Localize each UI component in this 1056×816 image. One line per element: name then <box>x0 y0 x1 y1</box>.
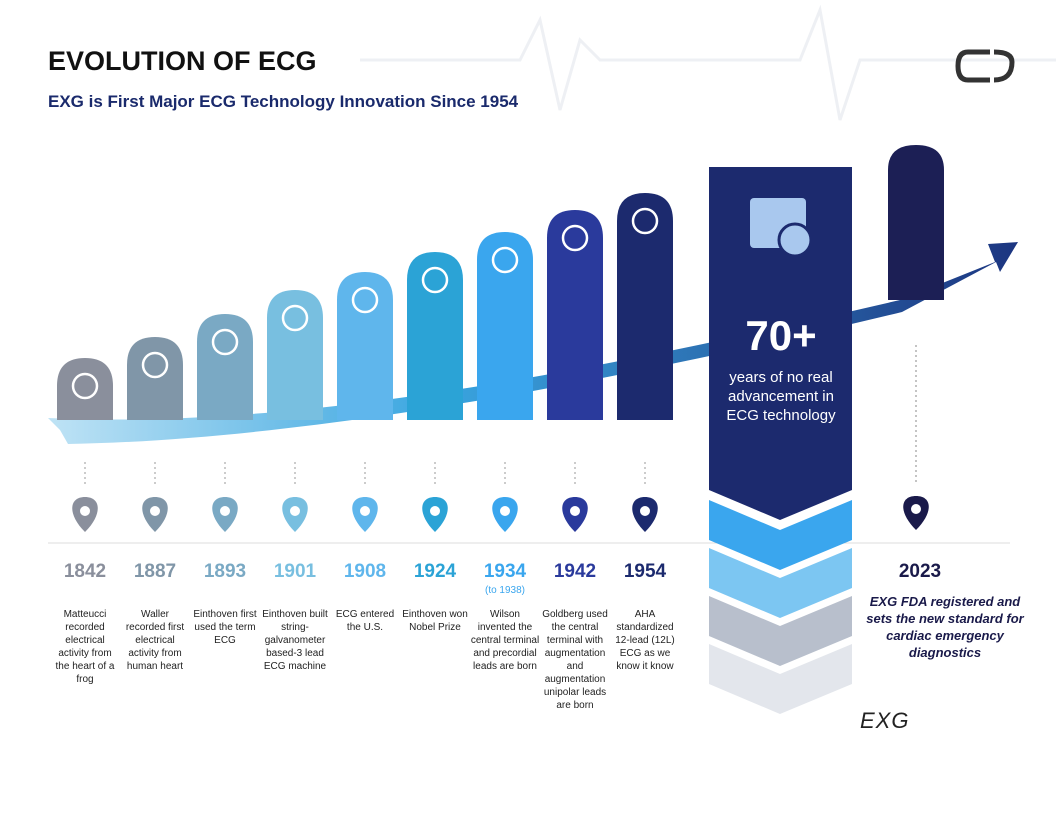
year: 1887 <box>133 561 177 582</box>
pin-dot <box>150 506 160 516</box>
description: Waller recorded first electrical activit… <box>125 609 185 672</box>
description: Einthoven built string-galvanometer base… <box>262 609 328 672</box>
icon <box>631 207 659 235</box>
pin-dot <box>80 506 90 516</box>
gap-panel <box>709 167 852 520</box>
description: ECG entered the U.S. <box>335 609 395 633</box>
tab <box>127 337 183 420</box>
tab <box>197 314 253 420</box>
chevron <box>709 644 852 714</box>
chevron <box>709 596 852 666</box>
description: Einthoven won Nobel Prize <box>402 609 468 633</box>
chevron <box>709 548 852 618</box>
gap-value: 70+ <box>745 312 817 359</box>
tab <box>477 232 533 420</box>
arrow <box>48 242 1018 444</box>
pin-dot <box>640 506 650 516</box>
icon <box>141 351 169 379</box>
latest-tab <box>888 145 944 300</box>
icon <box>491 246 519 274</box>
description: Matteucci recorded electrical activity f… <box>55 609 115 685</box>
icon <box>561 224 589 252</box>
tab <box>337 272 393 420</box>
tab <box>267 290 323 420</box>
chevron <box>709 500 852 570</box>
pin-dot <box>360 506 370 516</box>
title: EVOLUTION OF ECG <box>48 46 317 76</box>
icon <box>211 328 239 356</box>
year: 1934 <box>483 561 527 582</box>
note: (to 1938) <box>484 585 526 596</box>
product-logo: EXG <box>860 708 910 733</box>
tab <box>547 210 603 420</box>
pin-dot <box>911 504 921 514</box>
pin-dot <box>500 506 510 516</box>
icon <box>281 304 309 332</box>
year: 1924 <box>413 561 457 582</box>
year: 2023 <box>898 561 942 582</box>
clock-icon <box>777 222 813 258</box>
description: EXG FDA registered and sets the new stan… <box>866 594 1024 660</box>
subtitle: EXG is First Major ECG Technology Innova… <box>48 92 519 111</box>
tab <box>57 358 113 420</box>
description: Wilson invented the central terminal and… <box>470 609 540 672</box>
year: 1942 <box>553 561 597 582</box>
icon <box>71 372 99 400</box>
year: 1908 <box>343 561 387 582</box>
year: 1842 <box>63 561 107 582</box>
description: Goldberg used the central terminal with … <box>542 609 608 711</box>
year: 1901 <box>273 561 317 582</box>
icon <box>351 286 379 314</box>
tab <box>617 193 673 420</box>
description: Einthoven first used the term ECG <box>193 609 257 646</box>
ecg-wave <box>360 4 1056 121</box>
year: 1954 <box>623 561 667 582</box>
pin-dot <box>570 506 580 516</box>
tab <box>407 252 463 420</box>
gap-text: years of no real advancement in ECG tech… <box>726 369 836 424</box>
logo <box>955 49 1015 83</box>
pin-dot <box>220 506 230 516</box>
pin-dot <box>290 506 300 516</box>
description: AHA standardized 12-lead (12L) ECG as we… <box>615 609 675 672</box>
icon <box>421 266 449 294</box>
year: 1893 <box>203 561 247 582</box>
pin-dot <box>430 506 440 516</box>
